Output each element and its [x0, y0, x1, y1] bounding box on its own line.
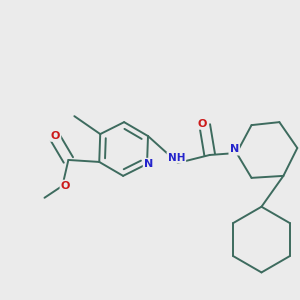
Text: O: O — [198, 118, 207, 129]
Text: O: O — [51, 131, 60, 141]
Text: N: N — [144, 159, 153, 169]
Text: N: N — [230, 144, 239, 154]
Text: O: O — [61, 181, 70, 191]
Text: NH: NH — [168, 153, 185, 163]
